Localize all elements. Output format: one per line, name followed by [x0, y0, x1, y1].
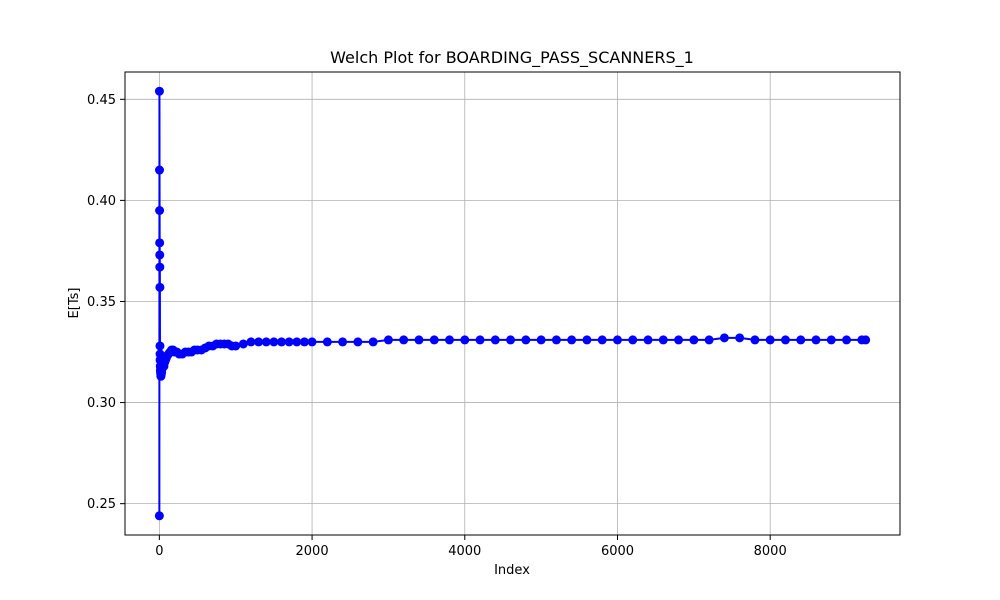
- x-tick-label: 4000: [448, 544, 481, 559]
- data-point: [353, 337, 363, 347]
- data-point: [460, 335, 470, 345]
- data-point: [506, 335, 516, 345]
- data-point: [154, 511, 164, 521]
- data-point: [155, 282, 165, 292]
- data-point: [155, 250, 165, 260]
- data-point: [521, 335, 531, 345]
- data-point: [155, 341, 165, 351]
- data-point: [536, 335, 546, 345]
- y-axis-label: E[Ts]: [67, 288, 82, 319]
- data-point: [658, 335, 668, 345]
- data-point: [155, 165, 165, 175]
- data-point: [399, 335, 409, 345]
- data-point: [155, 206, 165, 215]
- y-tick-label: 0.45: [87, 93, 116, 108]
- data-point: [155, 262, 165, 272]
- data-point: [154, 86, 164, 96]
- data-point: [842, 335, 852, 345]
- data-point: [475, 335, 485, 345]
- data-point: [704, 335, 714, 345]
- data-point: [277, 337, 287, 347]
- x-axis-ticks: 0 2000 4000 6000 8000: [155, 535, 787, 559]
- data-point: [246, 337, 256, 347]
- y-tick-label: 0.35: [87, 295, 116, 310]
- data-point: [292, 337, 302, 347]
- y-axis-ticks: 0.25 0.30 0.35 0.40 0.45: [87, 93, 125, 512]
- data-point: [719, 333, 729, 343]
- data-point: [238, 339, 248, 349]
- data-point: [628, 335, 638, 345]
- data-point: [826, 335, 836, 345]
- data-point: [299, 337, 309, 347]
- data-point: [490, 335, 500, 345]
- data-point: [612, 335, 622, 345]
- grid-lines: [125, 72, 900, 535]
- data-point: [861, 335, 871, 345]
- data-point: [597, 335, 607, 345]
- data-point: [383, 335, 393, 345]
- chart-title: Welch Plot for BOARDING_PASS_SCANNERS_1: [330, 48, 694, 68]
- data-point: [551, 335, 561, 345]
- x-tick-label: 8000: [754, 544, 787, 559]
- x-tick-label: 0: [155, 544, 163, 559]
- data-point: [338, 337, 348, 347]
- data-point: [643, 335, 653, 345]
- y-tick-label: 0.40: [87, 194, 116, 209]
- data-point: [429, 335, 439, 345]
- data-point: [567, 335, 577, 345]
- data-point: [689, 335, 699, 345]
- data-point: [750, 335, 760, 345]
- data-point: [307, 337, 317, 347]
- x-tick-label: 6000: [601, 544, 634, 559]
- y-tick-label: 0.25: [87, 497, 116, 512]
- data-point: [735, 333, 745, 343]
- plot-area-frame: [124, 71, 901, 536]
- data-point: [269, 337, 279, 347]
- series-layer: [154, 86, 871, 521]
- data-point: [796, 335, 806, 345]
- data-point: [261, 337, 271, 347]
- data-point: [674, 335, 684, 345]
- x-tick-label: 2000: [296, 544, 329, 559]
- x-axis-label: Index: [494, 563, 530, 578]
- data-point: [322, 337, 332, 347]
- data-point: [155, 238, 165, 248]
- data-point: [765, 335, 775, 345]
- data-point: [582, 335, 592, 345]
- y-tick-label: 0.30: [87, 396, 116, 411]
- data-point: [231, 341, 241, 351]
- data-point: [445, 335, 455, 345]
- data-point: [254, 337, 264, 347]
- data-point: [284, 337, 294, 347]
- data-point: [811, 335, 821, 345]
- data-point: [368, 337, 378, 347]
- data-point: [780, 335, 790, 345]
- data-point: [414, 335, 424, 345]
